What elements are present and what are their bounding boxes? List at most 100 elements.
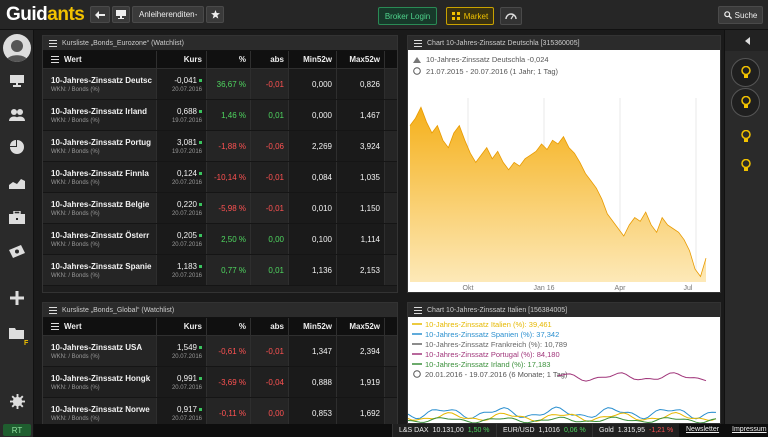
instrument-name[interactable]: 10-Jahres-Zinssatz Finnla [51,168,149,178]
idea-button-1[interactable] [731,58,760,87]
sidebar-item-analysis[interactable] [6,136,28,158]
col-max52w[interactable]: Max52w [337,318,385,335]
col-wert[interactable]: Wert [43,51,157,68]
cell-name[interactable]: 10-Jahres-Zinssatz Österr WKN: / Bonds (%… [43,224,157,254]
idea-button-2[interactable] [731,88,760,117]
ticker-gold[interactable]: Gold 1.315,95 -1,21 % [592,424,680,437]
table-row[interactable]: 10-Jahres-Zinssatz Finnla WKN: / Bonds (%… [43,162,397,193]
instrument-name[interactable]: 10-Jahres-Zinssatz Irland [51,106,148,116]
newsletter-link[interactable]: Newsletter [686,426,720,433]
monitor-button[interactable] [112,6,130,23]
sidebar-item-settings[interactable] [6,390,28,412]
sidebar-item-money[interactable] [6,240,28,262]
table-row[interactable]: 10-Jahres-Zinssatz Irland WKN: / Bonds (%… [43,100,397,131]
sidebar-item-monitor[interactable] [6,70,28,92]
col-kurs[interactable]: Kurs [157,51,207,68]
cell-name[interactable]: 10-Jahres-Zinssatz USA WKN: / Bonds (%) [43,336,157,366]
series-line[interactable] [557,372,707,382]
col-pct[interactable]: % [207,51,251,68]
instrument-name[interactable]: 10-Jahres-Zinssatz Belgie [51,199,150,209]
instrument-name[interactable]: 10-Jahres-Zinssatz Norwe [51,404,150,414]
col-abs[interactable]: abs [251,318,289,335]
broker-login-button[interactable]: Broker Login [378,7,437,25]
legend-entry[interactable]: 10-Jahres-Zinssatz Frankreich (%): 10,78… [425,340,567,349]
instrument-name[interactable]: 10-Jahres-Zinssatz Österr [51,230,150,240]
legend-entry[interactable]: 10-Jahres-Zinssatz Spanien (%): 37,342 [425,330,559,339]
menu-icon[interactable] [51,56,59,63]
chart-1-svg[interactable]: Okt Jan 16 Apr Jul 10-Jahres-Zinssatz Deutsc… [408,50,720,292]
cell-name[interactable]: 10-Jahres-Zinssatz Deutsc WKN: / Bonds (%… [43,69,157,99]
col-abs[interactable]: abs [251,51,289,68]
favorite-button[interactable] [206,6,224,23]
menu-icon[interactable] [414,39,422,47]
col-max52w[interactable]: Max52w [337,51,385,68]
sidebar-item-community[interactable] [6,104,28,126]
legend-entry[interactable]: 10-Jahres-Zinssatz Irland (%): 17,183 [425,360,550,369]
max-52w: 1,919 [359,377,380,387]
legend-entry[interactable]: 10-Jahres-Zinssatz Portugal (%): 84,180 [425,350,560,359]
col-wert[interactable]: Wert [43,318,157,335]
instrument-name[interactable]: 10-Jahres-Zinssatz Deutsc [51,75,152,85]
menu-icon[interactable] [49,39,57,47]
instrument-name[interactable]: 10-Jahres-Zinssatz Portug [51,137,152,147]
menu-icon[interactable] [51,323,59,330]
speedometer-button[interactable] [500,7,522,25]
table-row[interactable]: 10-Jahres-Zinssatz Hongk WKN: / Bonds (%)… [43,367,397,398]
cell-name[interactable]: 10-Jahres-Zinssatz Norwe WKN: / Bonds (%) [43,398,157,428]
price-date: 20.07.2016 [171,210,202,217]
market-button[interactable]: Market [446,7,494,25]
chart-2-svg[interactable]: 10-Jahres-Zinssatz Italien (%): 39,46110… [407,317,720,424]
back-button[interactable] [90,6,110,23]
instrument-name[interactable]: 10-Jahres-Zinssatz Spanie [51,261,152,271]
search-button[interactable]: Suche [718,6,763,24]
legend-entry[interactable]: 10-Jahres-Zinssatz Italien (%): 39,461 [425,320,552,329]
chart-area[interactable]: 10-Jahres-Zinssatz Italien (%): 39,461 10… [407,317,720,424]
series-line[interactable] [407,406,717,420]
cell-name[interactable]: 10-Jahres-Zinssatz Finnla WKN: / Bonds (%… [43,162,157,192]
legend-series[interactable]: 10-Jahres-Zinssatz Deutschla -0,024 [426,55,549,64]
idea-button-3[interactable] [731,122,760,151]
sidebar-item-folder[interactable] [6,322,28,344]
col-min52w[interactable]: Min52w [289,51,337,68]
table-row[interactable]: 10-Jahres-Zinssatz Norwe WKN: / Bonds (%)… [43,398,397,429]
ticker-dax[interactable]: L&S DAX 10.131,00 1,50 % [392,424,496,437]
table-row[interactable]: 10-Jahres-Zinssatz Portug WKN: / Bonds (%… [43,131,397,162]
cell-name[interactable]: 10-Jahres-Zinssatz Hongk WKN: / Bonds (%) [43,367,157,397]
menu-icon[interactable] [49,306,57,314]
sidebar-item-charts[interactable] [6,172,28,194]
watchlist-dropdown[interactable]: Anleiherenditen [132,6,204,23]
idea-button-4[interactable] [731,151,760,180]
table-row[interactable]: 10-Jahres-Zinssatz USA WKN: / Bonds (%) 1,… [43,336,397,367]
impressum-link[interactable]: Impressum [732,426,767,433]
cell-pct: -1,88 % [207,131,251,161]
cell-name[interactable]: 10-Jahres-Zinssatz Portug WKN: / Bonds (%… [43,131,157,161]
col-kurs[interactable]: Kurs [157,318,207,335]
instrument-name[interactable]: 10-Jahres-Zinssatz USA [51,342,143,352]
sidebar-item-add[interactable] [6,287,28,309]
avatar[interactable] [3,34,31,62]
area-series[interactable] [410,107,706,282]
realtime-badge[interactable]: RT [3,424,31,436]
instrument-wkn: WKN: / Bonds (%) [51,179,100,186]
col-min52w[interactable]: Min52w [289,318,337,335]
menu-icon[interactable] [414,306,422,314]
collapse-button[interactable] [725,30,768,51]
table-header: Wert Kurs % abs Min52w Max52w [43,51,397,69]
instrument-name[interactable]: 10-Jahres-Zinssatz Hongk [51,373,151,383]
series-line[interactable] [407,416,717,424]
ticker-eurusd[interactable]: EUR/USD 1,1016 0,06 % [496,424,592,437]
cell-pct: 2,50 % [207,224,251,254]
col-pct[interactable]: % [207,318,251,335]
table-body: 10-Jahres-Zinssatz Deutsc WKN: / Bonds (%… [43,69,397,286]
app-logo[interactable]: Guidants [6,4,85,25]
cell-name[interactable]: 10-Jahres-Zinssatz Irland WKN: / Bonds (%… [43,100,157,130]
cell-name[interactable]: 10-Jahres-Zinssatz Spanie WKN: / Bonds (%… [43,255,157,285]
table-row[interactable]: 10-Jahres-Zinssatz Deutsc WKN: / Bonds (%… [43,69,397,100]
chart-area[interactable]: Okt Jan 16 Apr Jul 10-Jahres-Zinssatz Deutsc… [408,50,720,292]
table-row[interactable]: 10-Jahres-Zinssatz Spanie WKN: / Bonds (%… [43,255,397,286]
table-row[interactable]: 10-Jahres-Zinssatz Österr WKN: / Bonds (%… [43,224,397,255]
realtime-dot-icon [199,171,202,175]
cell-name[interactable]: 10-Jahres-Zinssatz Belgie WKN: / Bonds (%… [43,193,157,223]
table-row[interactable]: 10-Jahres-Zinssatz Belgie WKN: / Bonds (%… [43,193,397,224]
sidebar-item-depot[interactable] [6,206,28,228]
